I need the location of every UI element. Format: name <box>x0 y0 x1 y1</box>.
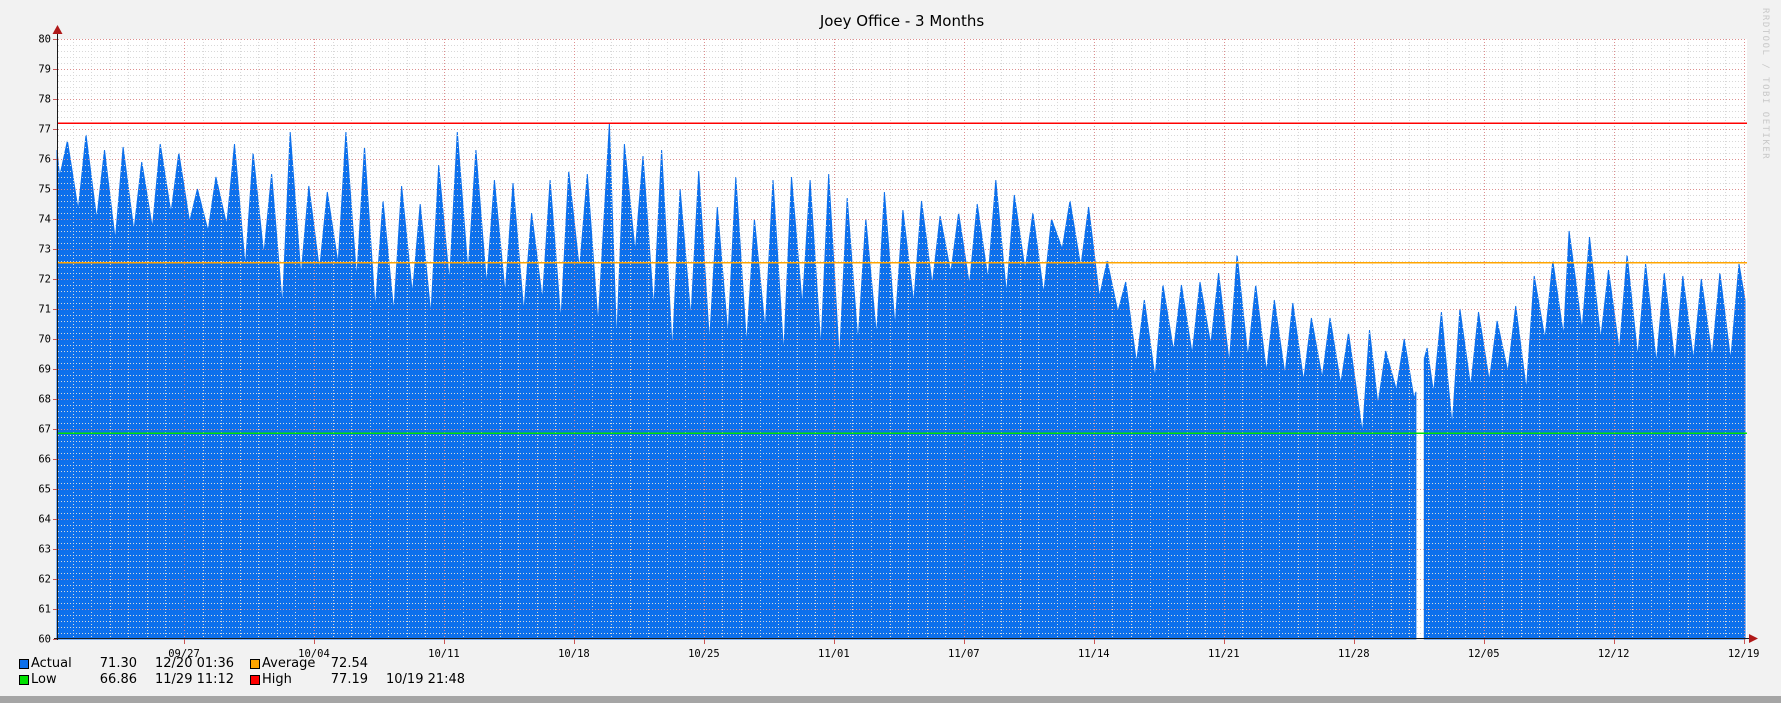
average-label: Average <box>262 656 316 671</box>
y-axis-label: 61 <box>38 604 51 616</box>
x-axis-label: 11/14 <box>1078 648 1110 660</box>
y-axis-label: 79 <box>38 64 51 76</box>
high-label: High <box>262 672 292 687</box>
y-axis-label: 70 <box>38 334 51 346</box>
y-axis-label: 73 <box>38 244 51 256</box>
y-axis-label: 76 <box>38 154 51 166</box>
high-swatch <box>250 675 260 685</box>
y-axis-label: 67 <box>38 424 51 436</box>
x-axis-label: 12/05 <box>1468 648 1500 660</box>
y-axis-label: 77 <box>38 124 51 136</box>
y-axis-label: 69 <box>38 364 51 376</box>
x-axis-label: 11/28 <box>1338 648 1370 660</box>
x-axis-label: 10/18 <box>558 648 590 660</box>
y-axis-label: 68 <box>38 394 51 406</box>
y-axis-label: 64 <box>38 514 51 526</box>
legend-row: Low 66.86 11/29 11:12 High 77.19 10/19 2… <box>19 672 465 688</box>
y-axis-label: 66 <box>38 454 51 466</box>
x-axis-label: 12/19 <box>1728 648 1760 660</box>
y-axis-arrow-icon <box>52 25 63 34</box>
chart-title: Joey Office - 3 Months <box>819 12 985 30</box>
bottom-bar <box>0 696 1781 703</box>
high-time: 10/19 21:48 <box>386 672 466 687</box>
x-axis-label: 10/04 <box>298 648 330 660</box>
low-swatch <box>19 675 29 685</box>
x-axis-label: 11/21 <box>1208 648 1240 660</box>
actual-label: Actual <box>31 656 72 671</box>
actual-value: 71.30 <box>99 656 137 671</box>
x-axis-label: 11/01 <box>818 648 850 660</box>
y-axis-label: 63 <box>38 544 51 556</box>
x-axis-label: 10/11 <box>428 648 460 660</box>
y-axis-label: 60 <box>38 634 51 646</box>
x-axis-label: 12/12 <box>1598 648 1630 660</box>
y-axis-label: 72 <box>38 274 51 286</box>
y-axis-label: 62 <box>38 574 51 586</box>
legend-row: Actual 71.30 12/20 01:36 Average 72.54 <box>19 656 465 672</box>
x-axis-arrow-icon <box>1749 634 1758 643</box>
actual-time: 12/20 01:36 <box>155 656 235 671</box>
x-axis-label: 10/25 <box>688 648 720 660</box>
high-value: 77.19 <box>330 672 368 687</box>
average-value: 72.54 <box>330 656 368 671</box>
low-value: 66.86 <box>99 672 137 687</box>
x-axis-label: 09/27 <box>168 648 200 660</box>
watermark: RRDTOOL / TOBI OETIKER <box>1760 8 1770 160</box>
y-axis-label: 75 <box>38 184 51 196</box>
x-axis-label: 11/07 <box>948 648 980 660</box>
legend: Actual 71.30 12/20 01:36 Average 72.54 L… <box>19 656 465 688</box>
low-time: 11/29 11:12 <box>155 672 235 687</box>
y-axis-label: 65 <box>38 484 51 496</box>
y-axis-label: 80 <box>38 34 51 46</box>
y-axis-label: 78 <box>38 94 51 106</box>
y-axis-label: 71 <box>38 304 51 316</box>
average-swatch <box>250 659 260 669</box>
low-label: Low <box>31 672 57 687</box>
actual-swatch <box>19 659 29 669</box>
y-axis-label: 74 <box>38 214 51 226</box>
